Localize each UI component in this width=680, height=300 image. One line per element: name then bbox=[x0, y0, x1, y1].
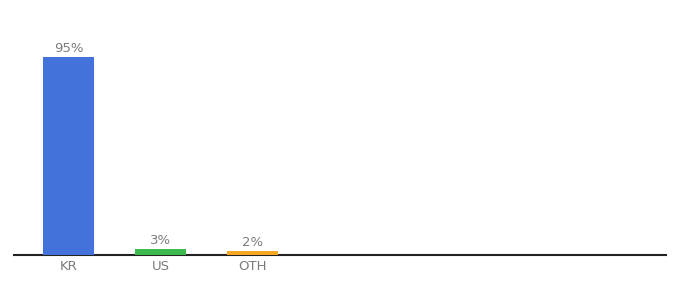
Bar bbox=[44, 57, 94, 255]
Text: 3%: 3% bbox=[150, 234, 171, 247]
Text: 2%: 2% bbox=[242, 236, 263, 249]
Bar bbox=[135, 249, 186, 255]
Text: 95%: 95% bbox=[54, 42, 84, 55]
Bar bbox=[227, 251, 278, 255]
